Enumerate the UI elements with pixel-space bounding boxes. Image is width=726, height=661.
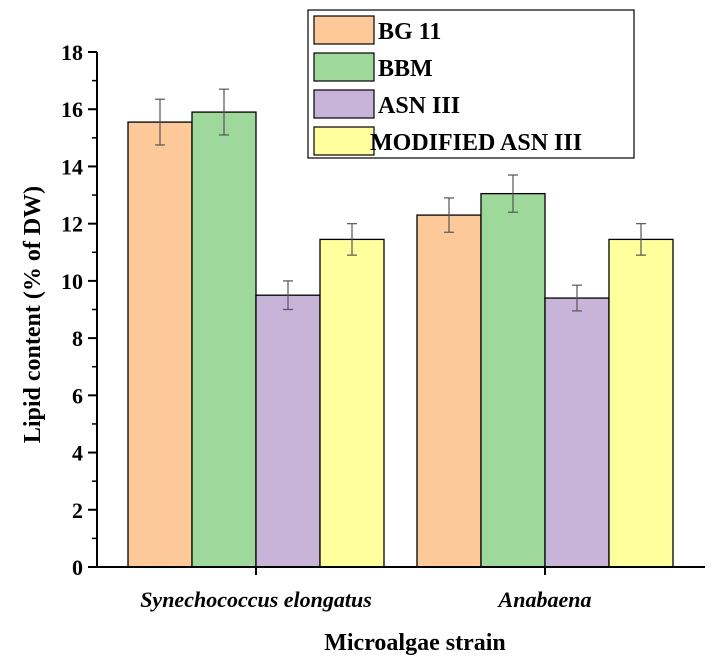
error-bars-layer [155, 88, 646, 312]
y-tick-label: 8 [72, 326, 83, 351]
legend: BG 11 BBM ASN III MODIFIED ASN III [307, 9, 635, 159]
legend-label: BG 11 [378, 19, 441, 45]
y-tick-label: 4 [72, 441, 83, 466]
bar [608, 238, 674, 568]
y-ticks: 0 2 4 6 8 10 12 14 16 18 [61, 40, 97, 580]
legend-swatch [313, 89, 375, 119]
x-tick-label: Synechococcus elongatus [140, 587, 372, 612]
x-axis-title: Microalgae strain [324, 630, 506, 656]
bars-layer [127, 111, 674, 568]
y-tick-label: 16 [61, 97, 83, 122]
x-tick-label: Anabaena [497, 587, 592, 612]
y-tick-label: 18 [61, 40, 83, 65]
bar [127, 121, 193, 568]
legend-swatch [313, 15, 375, 45]
y-tick-label: 0 [72, 555, 83, 580]
bar [319, 238, 385, 568]
bar [544, 297, 610, 568]
y-tick-label: 10 [61, 269, 83, 294]
legend-label: MODIFIED ASN III [370, 130, 582, 156]
legend-label: ASN III [378, 93, 460, 119]
bar [416, 214, 482, 568]
y-tick-label: 2 [72, 498, 83, 523]
y-tick-label: 6 [72, 383, 83, 408]
legend-label: BBM [378, 56, 433, 82]
bar [255, 294, 321, 568]
bar [480, 192, 546, 568]
y-tick-label: 12 [61, 212, 83, 237]
legend-swatch [313, 126, 375, 156]
bar [191, 111, 257, 568]
y-axis-title: Lipid content (% of DW) [20, 186, 46, 443]
y-tick-label: 14 [61, 154, 83, 179]
legend-swatch [313, 52, 375, 82]
x-category-labels: Synechococcus elongatus Anabaena [140, 567, 591, 612]
